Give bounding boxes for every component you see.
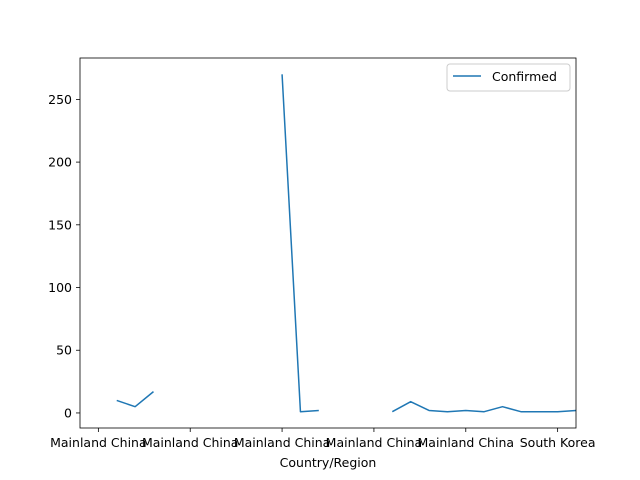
- y-tick-label: 150: [48, 217, 72, 232]
- x-tick-label: Mainland China: [142, 435, 239, 450]
- y-tick-label: 50: [56, 343, 72, 358]
- x-tick-label: Mainland China: [50, 435, 147, 450]
- x-tick-label: South Korea: [520, 435, 596, 450]
- series-line-confirmed: [391, 400, 577, 413]
- legend-box: [446, 63, 571, 92]
- x-axis-label: Country/Region: [280, 455, 377, 470]
- series-line-confirmed: [116, 391, 154, 408]
- series-line-confirmed: [281, 74, 319, 413]
- legend-label-confirmed: Confirmed: [492, 69, 557, 84]
- y-axis: 0 50 100 150 200 250: [48, 92, 80, 420]
- x-tick-label: Mainland China: [234, 435, 331, 450]
- series-layer: [116, 74, 577, 413]
- y-tick-label: 0: [64, 405, 72, 420]
- y-tick-label: 250: [48, 92, 72, 107]
- y-tick-label: 100: [48, 280, 72, 295]
- legend: Confirmed: [446, 63, 571, 92]
- y-tick-label: 200: [48, 155, 72, 170]
- x-tick-label: Mainland China: [418, 435, 515, 450]
- x-tick-label: Mainland China: [326, 435, 423, 450]
- plot-area: [80, 58, 576, 428]
- plot-frame: [79, 57, 577, 429]
